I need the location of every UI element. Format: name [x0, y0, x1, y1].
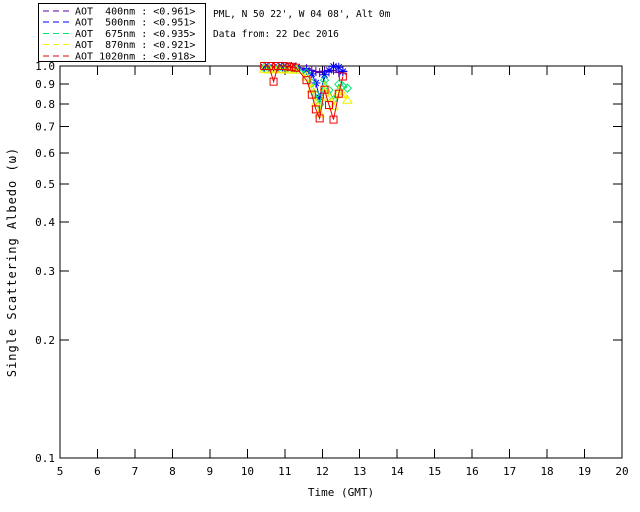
x-tick-label: 12: [316, 465, 329, 478]
asterisk-marker-icon: [259, 62, 269, 72]
x-tick-label: 19: [578, 465, 591, 478]
y-axis-label: Single Scattering Albedo (ω): [5, 147, 19, 377]
x-tick-label: 5: [57, 465, 64, 478]
square-marker-icon: [265, 62, 274, 70]
asterisk-marker-icon: [287, 63, 297, 73]
y-tick-label: 0.6: [35, 147, 55, 160]
square-marker-icon: [329, 115, 338, 124]
site-header: PML, N 50 22', W 04 08', Alt 0m: [213, 9, 391, 20]
x-tick-label: 20: [615, 465, 628, 478]
square-marker-icon: [260, 62, 269, 70]
x-tick-label: 13: [353, 465, 366, 478]
legend-entry: AOT 1020nm : <0.918>: [75, 51, 195, 62]
square-marker-icon: [320, 85, 329, 94]
asterisk-marker-icon: [307, 69, 317, 79]
series-870nm: [258, 63, 353, 118]
x-tick-label: 15: [428, 465, 441, 478]
square-marker-icon: [287, 62, 296, 71]
diamond-marker-icon: [324, 85, 334, 95]
square-marker-icon: [278, 62, 287, 70]
legend-entry: AOT 400nm : <0.961>: [75, 7, 195, 18]
legend: AOT 400nm : <0.961>AOT 500nm : <0.951>AO…: [38, 3, 206, 62]
y-tick-label: 0.4: [35, 216, 55, 229]
square-marker-icon: [269, 77, 278, 86]
asterisk-marker-icon: [315, 93, 325, 103]
square-marker-icon: [307, 90, 316, 99]
asterisk-marker-icon: [334, 62, 344, 72]
triangle-marker-icon: [290, 64, 302, 74]
triangle-marker-icon: [342, 94, 353, 104]
y-tick-label: 0.7: [35, 121, 55, 134]
x-tick-label: 17: [503, 465, 516, 478]
asterisk-marker-icon: [324, 65, 334, 75]
x-tick-label: 18: [540, 465, 553, 478]
plot-frame: [59, 65, 623, 459]
diamond-marker-icon: [342, 83, 353, 93]
x-tick-label: 9: [207, 465, 214, 478]
data-series: [258, 61, 353, 124]
legend-entry: AOT 500nm : <0.951>: [75, 18, 195, 29]
x-tick-label: 6: [94, 465, 101, 478]
square-marker-icon: [283, 62, 292, 71]
y-tick-label: 0.9: [35, 78, 55, 91]
axes: 5 6 7 8 9 10 11 12 13 14 15 16 17 18 19 20 1.0 0.9 0.8 0.7 0…: [35, 60, 629, 478]
y-tick-label: 1.0: [35, 60, 55, 73]
square-marker-icon: [302, 76, 311, 85]
triangle-marker-icon: [337, 88, 349, 99]
x-tick-label: 11: [278, 465, 291, 478]
legend-entry: AOT 870nm : <0.921>: [75, 40, 195, 51]
square-marker-icon: [338, 72, 347, 81]
square-marker-icon: [334, 89, 343, 98]
legend-entry: AOT 675nm : <0.935>: [75, 29, 195, 40]
y-tick-label: 0.5: [35, 178, 55, 191]
series-500nm: [259, 61, 348, 103]
x-tick-label: 16: [466, 465, 479, 478]
x-tick-label: 7: [132, 465, 139, 478]
series-1020nm: [260, 62, 347, 124]
y-tick-label: 0.3: [35, 265, 55, 278]
square-marker-icon: [311, 105, 320, 114]
asterisk-marker-icon: [329, 61, 339, 71]
plus-marker-icon: [311, 67, 321, 77]
legend-box: [38, 3, 206, 62]
square-marker-icon: [292, 63, 301, 72]
triangle-marker-icon: [328, 100, 339, 111]
square-marker-icon: [315, 114, 324, 123]
asterisk-marker-icon: [338, 67, 348, 77]
square-marker-icon: [274, 62, 283, 70]
y-tick-label: 0.8: [35, 98, 55, 111]
series-1020nm-line: [264, 65, 344, 121]
y-tick-label: 0.2: [35, 334, 55, 347]
triangle-marker-icon: [258, 63, 270, 73]
date-header: Data from: 22 Dec 2016: [213, 29, 339, 40]
diamond-marker-icon: [319, 75, 330, 85]
x-axis-label: Time (GMT): [308, 486, 374, 499]
y-tick-label: 0.1: [35, 452, 55, 465]
x-tick-label: 10: [241, 465, 254, 478]
x-tick-label: 14: [391, 465, 405, 478]
square-marker-icon: [325, 101, 334, 110]
x-tick-label: 8: [169, 465, 176, 478]
asterisk-marker-icon: [320, 70, 330, 80]
asterisk-marker-icon: [302, 65, 312, 75]
